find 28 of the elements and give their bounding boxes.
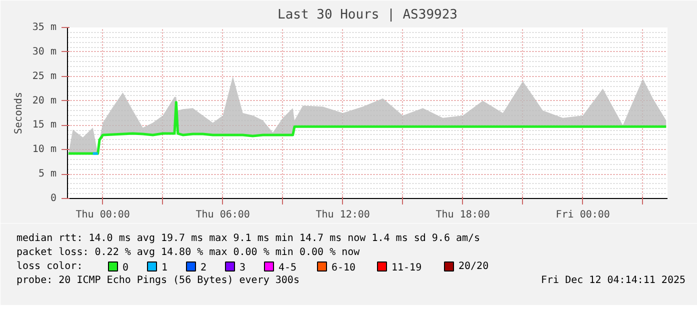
x-tick-label: Thu 12:00: [316, 210, 370, 220]
y-tick-label: 0: [50, 193, 57, 204]
y-tick-label: 30 m: [32, 46, 57, 58]
text: probe: 20 ICMP Echo Pings (56 Bytes) every 300s: [16, 275, 300, 286]
text: median rtt: 14.0 ms avg 19.7 ms max 9.1 ms min 14.7 ms now 1.4 ms sd 9.6 am/s: [16, 233, 480, 244]
legend-label: 4-5: [278, 262, 297, 274]
legend-label: 3: [240, 262, 246, 274]
y-tick-label: 15 m: [32, 120, 57, 131]
y-tick-label: 5 m: [38, 168, 56, 180]
y-tick-label: 25 m: [32, 70, 57, 82]
legend-label: 2: [200, 262, 207, 274]
legend-title: loss color:: [16, 261, 83, 272]
text: Fri Dec 12 04:14:11 2025: [541, 275, 686, 286]
x-tick-label: Thu 06:00: [196, 210, 250, 220]
legend-label: 20/20: [458, 261, 489, 272]
y-tick-label: 10 m: [32, 144, 57, 156]
legend-label: 11-19: [392, 262, 422, 274]
legend-label: 1: [162, 262, 168, 274]
text: packet loss: 0.22 % avg 14.80 % max 0.00 % min 0.00 % now: [16, 247, 361, 258]
y-tick-label: 20 m: [32, 95, 57, 106]
legend-label: 0: [122, 262, 129, 274]
x-tick-label: Thu 00:00: [76, 210, 130, 220]
x-tick-label: Thu 18:00: [436, 210, 490, 220]
chart-title: Last 30 Hours | AS39923: [277, 8, 458, 22]
legend-label: 6-10: [332, 262, 356, 274]
x-tick-label: Fri 00:00: [556, 210, 610, 220]
y-axis-title: Seconds: [13, 92, 24, 134]
y-tick-label: 35 m: [32, 22, 57, 33]
